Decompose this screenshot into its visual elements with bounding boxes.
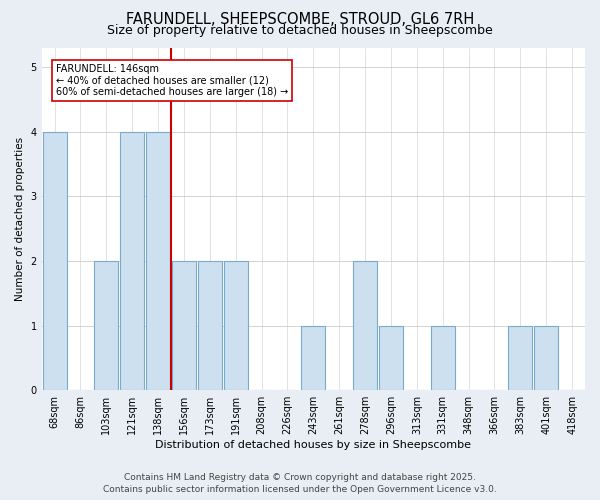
Bar [43,132,67,390]
Text: Contains HM Land Registry data © Crown copyright and database right 2025.
Contai: Contains HM Land Registry data © Crown c… [103,472,497,494]
Bar [94,261,118,390]
Bar [379,326,403,390]
Bar [224,261,248,390]
Bar [353,261,377,390]
X-axis label: Distribution of detached houses by size in Sheepscombe: Distribution of detached houses by size … [155,440,472,450]
Bar [198,261,222,390]
Text: FARUNDELL, SHEEPSCOMBE, STROUD, GL6 7RH: FARUNDELL, SHEEPSCOMBE, STROUD, GL6 7RH [126,12,474,28]
Bar [431,326,455,390]
Bar [172,261,196,390]
Bar [508,326,532,390]
Text: Size of property relative to detached houses in Sheepscombe: Size of property relative to detached ho… [107,24,493,37]
Y-axis label: Number of detached properties: Number of detached properties [15,137,25,301]
Bar [534,326,558,390]
Bar [146,132,170,390]
Text: FARUNDELL: 146sqm
← 40% of detached houses are smaller (12)
60% of semi-detached: FARUNDELL: 146sqm ← 40% of detached hous… [56,64,288,97]
Bar [301,326,325,390]
Bar [121,132,144,390]
